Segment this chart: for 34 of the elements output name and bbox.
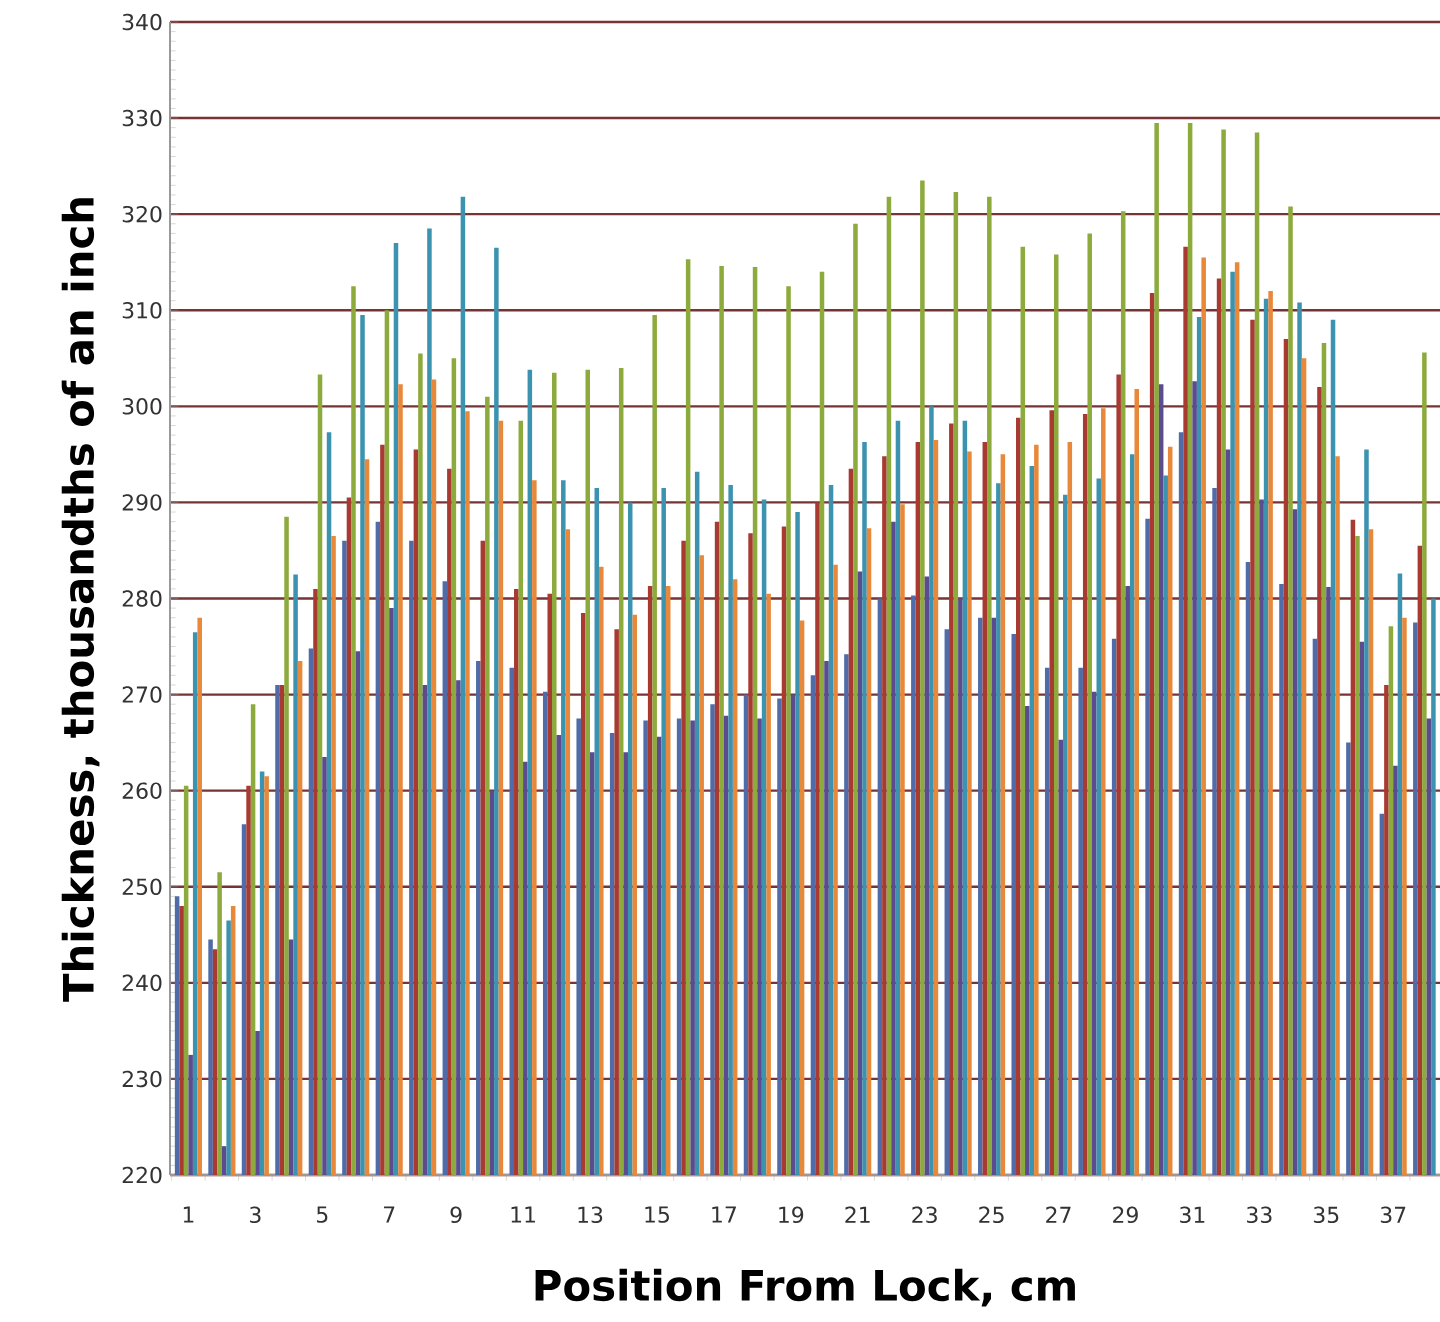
x-tick-label: 5 (316, 1206, 328, 1223)
x-tick-label: 21 (845, 1206, 870, 1223)
y-tick-label: 280 (122, 590, 162, 607)
x-tick-label: 23 (912, 1206, 937, 1224)
x-tick-label: 29 (1113, 1206, 1138, 1224)
x-tick-label: 13 (578, 1206, 603, 1224)
x-axis-title: Position From Lock, cm (535, 1268, 1075, 1307)
y-tick-label: 230 (122, 1070, 162, 1088)
y-tick-label: 240 (122, 974, 162, 992)
y-tick-label: 310 (122, 301, 162, 319)
y-tick-label: 270 (122, 686, 162, 703)
y-tick-label: 300 (122, 398, 162, 415)
x-tick-label: 17 (712, 1206, 736, 1223)
x-tick-label: 7 (384, 1206, 395, 1223)
x-tick-label: 19 (779, 1206, 804, 1224)
y-axis-title: Thickness, thousandths of an inch (61, 198, 100, 1002)
x-tick-label: 11 (511, 1206, 535, 1223)
y-tick-label: 340 (122, 13, 162, 31)
x-tick-label: 31 (1180, 1206, 1205, 1224)
y-tick-label: 290 (122, 494, 162, 511)
y-tick-label: 250 (122, 878, 162, 896)
x-tick-label: 25 (979, 1206, 1004, 1224)
y-tick-label: 260 (122, 782, 162, 799)
x-tick-label: 35 (1313, 1206, 1339, 1224)
x-tick-label: 3 (250, 1206, 261, 1224)
x-tick-label: 1 (183, 1206, 194, 1223)
y-tick-label: 320 (122, 205, 162, 223)
x-tick-label: 33 (1247, 1206, 1272, 1224)
x-tick-label: 15 (645, 1206, 669, 1223)
x-tick-label: 37 (1380, 1206, 1406, 1224)
y-tick-label: 220 (122, 1166, 162, 1184)
x-tick-label: 9 (450, 1206, 462, 1224)
y-tick-label: 330 (122, 109, 162, 127)
x-tick-label: 27 (1046, 1206, 1071, 1223)
